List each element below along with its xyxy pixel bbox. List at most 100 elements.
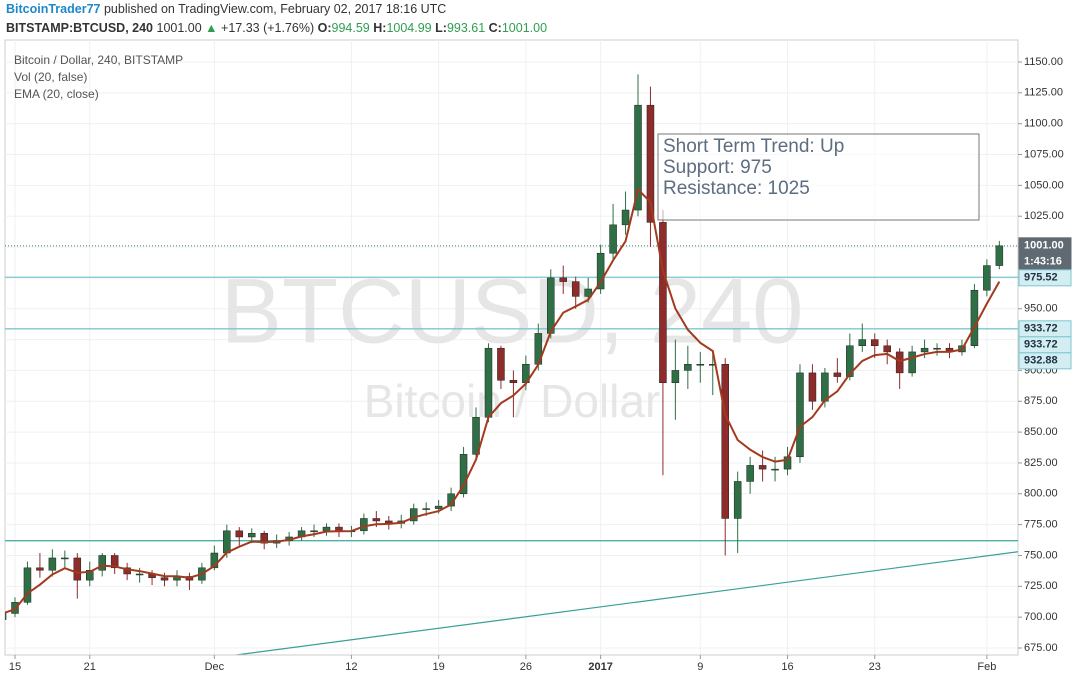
header: BitcoinTrader77 published on TradingView… xyxy=(6,0,1066,40)
candle-body xyxy=(210,552,219,569)
candle-body xyxy=(160,577,169,581)
x-tick-label: 15 xyxy=(9,661,21,673)
x-tick-label: 21 xyxy=(84,661,96,673)
y-tick-label: 850.00 xyxy=(1024,426,1058,438)
candle-body xyxy=(821,372,829,402)
candle-body xyxy=(98,555,106,571)
x-tick-label: 12 xyxy=(345,661,357,673)
candle-body xyxy=(135,573,144,576)
price-label: 933.72 xyxy=(1024,323,1058,335)
candle-body xyxy=(497,347,505,381)
candle-body xyxy=(758,465,767,470)
price-label-box xyxy=(1018,269,1072,287)
annotation-text: Resistance: 1025 xyxy=(663,178,810,199)
y-tick-label: 725.00 xyxy=(1024,580,1058,592)
candle-body xyxy=(559,277,567,282)
candle-body xyxy=(970,289,979,346)
candle-body xyxy=(609,224,617,254)
candle-body xyxy=(472,417,480,455)
x-tick-label: Dec xyxy=(205,661,225,673)
price-label: 932.88 xyxy=(1024,355,1058,367)
h: 1004.99 xyxy=(386,21,432,35)
candle-body xyxy=(983,265,991,291)
annotation-text: Support: 975 xyxy=(663,157,772,178)
y-tick-label: 950.00 xyxy=(1024,303,1058,315)
annotation-text: Short Term Trend: Up xyxy=(663,136,844,157)
candle-body xyxy=(61,557,69,560)
watermark: Bitcoin / Dollar xyxy=(364,375,661,427)
published: published on TradingView.com, February 0… xyxy=(103,2,447,16)
candle-body xyxy=(721,364,729,519)
candle-body xyxy=(783,456,792,470)
candle-body xyxy=(409,508,418,522)
legend-entry: Vol (20, false) xyxy=(14,70,87,84)
candle-body xyxy=(796,372,804,458)
candle-body xyxy=(223,530,231,554)
candle-body xyxy=(360,518,368,532)
annotation-box xyxy=(657,133,980,221)
candle-body xyxy=(659,222,667,384)
o-label: O: xyxy=(317,21,332,35)
x-tick-label: 2017 xyxy=(588,661,612,673)
candle-body xyxy=(646,104,655,223)
y-tick-label: 1125.00 xyxy=(1024,87,1063,99)
candle-body xyxy=(123,567,131,575)
candle-body xyxy=(110,555,119,569)
legend-entry: EMA (20, close) xyxy=(14,87,99,101)
candle-body xyxy=(247,533,256,538)
x-tick-label: 9 xyxy=(697,661,703,673)
y-tick-label: 700.00 xyxy=(1024,611,1058,623)
candle-body xyxy=(434,505,443,509)
candle-body xyxy=(634,104,642,211)
change: +17.33 (+1.76%) xyxy=(221,21,315,35)
candle-body xyxy=(235,530,244,538)
author[interactable]: BitcoinTrader77 xyxy=(6,2,101,16)
y-tick-label: 750.00 xyxy=(1024,549,1058,561)
price-label: 975.52 xyxy=(1024,272,1058,284)
y-tick-label: 675.00 xyxy=(1024,642,1058,654)
candle-body xyxy=(547,277,555,334)
header-line: BitcoinTrader77 published on TradingView… xyxy=(6,0,1066,19)
l: 993.61 xyxy=(446,21,486,35)
candle-body xyxy=(484,347,493,418)
candle-body xyxy=(895,351,904,374)
candle-body xyxy=(621,209,630,226)
candle-body xyxy=(684,364,692,371)
candle-body xyxy=(73,557,82,581)
candle-body xyxy=(771,468,779,471)
candle-body xyxy=(86,570,94,581)
header-line: BITSTAMP:BTCUSD, 240 1001.00 ▲ +17.33 (+… xyxy=(6,19,1066,38)
y-tick-label: 1150.00 xyxy=(1024,56,1063,68)
trendline xyxy=(231,551,1018,655)
price-label-box xyxy=(1018,352,1072,370)
legend-entry: Bitcoin / Dollar, 240, BITSTAMP xyxy=(14,53,183,67)
price-label: 1001.00 xyxy=(1024,240,1064,252)
price-label: 933.72 xyxy=(1024,339,1058,351)
candle-body xyxy=(23,567,32,603)
x-tick-label: Feb xyxy=(977,661,996,673)
candle-body xyxy=(5,613,7,620)
candle-body xyxy=(372,518,381,522)
candle-body xyxy=(908,351,916,374)
candle-body xyxy=(36,567,44,571)
candle-body xyxy=(808,372,817,402)
c: 1001.00 xyxy=(501,21,548,35)
arrow: ▲ xyxy=(205,21,218,35)
candle-body xyxy=(870,339,879,346)
candle-body xyxy=(696,364,705,366)
candle-body xyxy=(671,370,680,384)
x-tick-label: 23 xyxy=(869,661,881,673)
candle-body xyxy=(571,281,580,297)
y-tick-label: 775.00 xyxy=(1024,519,1058,531)
candle-body xyxy=(733,481,742,519)
x-tick-label: 16 xyxy=(781,661,793,673)
c-label: C: xyxy=(488,21,502,35)
candle-body xyxy=(596,252,605,290)
candle-body xyxy=(584,288,592,297)
candle-body xyxy=(920,347,929,353)
candle-body xyxy=(933,347,941,350)
y-tick-label: 1075.00 xyxy=(1024,148,1064,160)
y-tick-label: 1050.00 xyxy=(1024,179,1064,191)
